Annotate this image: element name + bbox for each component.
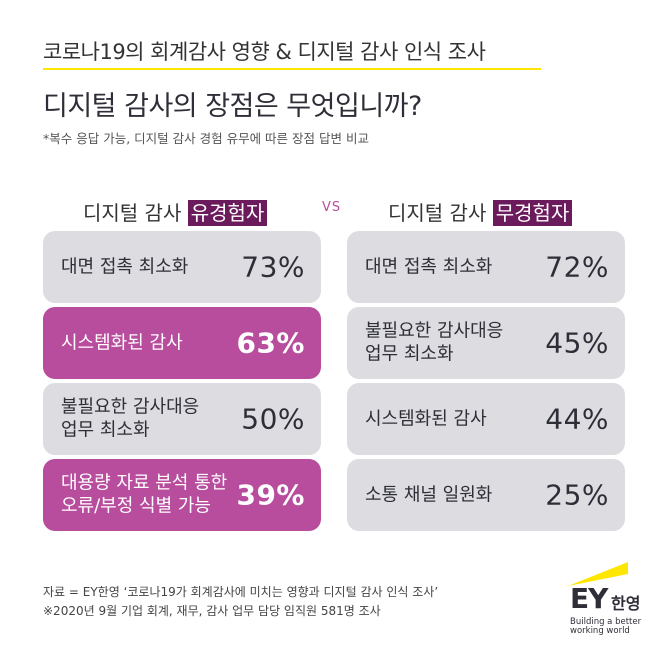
ey-mark: EY <box>570 582 608 615</box>
title-underline <box>43 68 541 70</box>
right-card: 불필요한 감사대응 업무 최소화 45% <box>347 307 625 379</box>
left-column-heading: 디지털 감사 유경험자 <box>83 197 268 226</box>
card-label: 불필요한 감사대응 업무 최소화 <box>61 396 200 441</box>
card-label: 시스템화된 감사 <box>61 332 183 354</box>
card-percent: 63% <box>236 326 305 360</box>
survey-note: *복수 응답 가능, 디지털 감사 경험 유무에 따른 장점 답변 비교 <box>43 131 369 146</box>
left-card: 대면 접촉 최소화 73% <box>43 231 321 303</box>
card-label: 대용량 자료 분석 통한 오류/부정 식별 가능 <box>61 472 228 517</box>
ey-korean: 한영 <box>611 594 641 613</box>
card-percent: 25% <box>545 478 609 512</box>
left-card: 불필요한 감사대응 업무 최소화 50% <box>43 383 321 455</box>
card-percent: 72% <box>545 250 609 284</box>
source-text: 자료 = EY한영 ‘코로나19가 회계감사에 미치는 영향과 디지털 감사 인… <box>43 585 439 599</box>
right-card: 시스템화된 감사 44% <box>347 383 625 455</box>
ey-logo: EY 한영 Building a better working world <box>568 560 658 640</box>
ey-tagline: Building a better working world <box>570 617 642 637</box>
card-percent: 45% <box>545 326 609 360</box>
left-card: 대용량 자료 분석 통한 오류/부정 식별 가능 39% <box>43 459 321 531</box>
right-card: 대면 접촉 최소화 72% <box>347 231 625 303</box>
card-label: 시스템화된 감사 <box>365 408 487 430</box>
left-card: 시스템화된 감사 63% <box>43 307 321 379</box>
card-label: 대면 접촉 최소화 <box>365 256 493 278</box>
right-heading-highlight: 무경험자 <box>492 200 573 226</box>
left-heading-prefix: 디지털 감사 <box>83 201 182 225</box>
card-label: 소통 채널 일원화 <box>365 484 493 506</box>
card-percent: 73% <box>241 250 305 284</box>
card-percent: 50% <box>241 402 305 436</box>
right-column-heading: 디지털 감사 무경험자 <box>388 197 573 226</box>
card-label: 대면 접촉 최소화 <box>61 256 189 278</box>
left-heading-highlight: 유경험자 <box>187 200 268 226</box>
survey-text: ※2020년 9월 기업 회계, 재무, 감사 업무 담당 임직원 581명 조… <box>43 604 381 619</box>
card-percent: 44% <box>545 402 609 436</box>
footer: 자료 = EY한영 ‘코로나19가 회계감사에 미치는 영향과 디지털 감사 인… <box>43 583 438 621</box>
page-title: 코로나19의 회계감사 영향 & 디지털 감사 인식 조사 <box>43 40 486 64</box>
right-card: 소통 채널 일원화 25% <box>347 459 625 531</box>
vs-label: VS <box>322 200 342 215</box>
ey-beam-icon <box>568 562 628 586</box>
card-percent: 39% <box>236 478 305 512</box>
main-question: 디지털 감사의 장점은 무엇입니까? <box>43 91 422 122</box>
card-label: 불필요한 감사대응 업무 최소화 <box>365 320 504 365</box>
right-heading-prefix: 디지털 감사 <box>388 201 487 225</box>
